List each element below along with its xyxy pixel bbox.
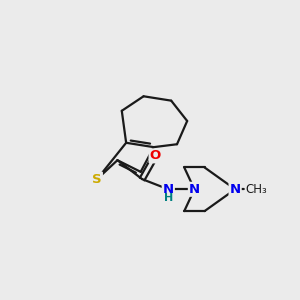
Text: H: H <box>164 193 173 203</box>
Text: N: N <box>163 183 174 196</box>
Text: CH₃: CH₃ <box>245 183 267 196</box>
Text: N: N <box>230 183 241 196</box>
Text: O: O <box>150 149 161 162</box>
Text: N: N <box>189 183 200 196</box>
Text: S: S <box>92 172 102 186</box>
